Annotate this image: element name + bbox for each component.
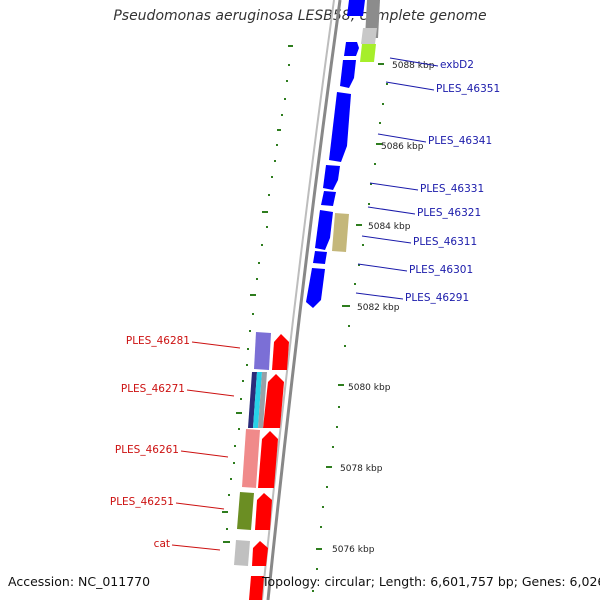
forward-genes bbox=[306, 0, 365, 308]
cog-block-purple bbox=[254, 332, 271, 370]
gene-label-ples-46311[interactable]: PLES_46311 bbox=[413, 236, 477, 248]
forward-gene-labels: exbD2 PLES_46351 PLES_46341 PLES_46331 P… bbox=[405, 59, 500, 304]
kbp-ruler: 5088 kbp 5086 kbp 5084 kbp 5082 kbp 5080… bbox=[332, 61, 435, 555]
gene-feature-top[interactable] bbox=[347, 0, 365, 16]
gene-label-ples-46261[interactable]: PLES_46261 bbox=[115, 444, 179, 456]
outer-dotted-track bbox=[312, 63, 388, 592]
gene-feature-ples-46271[interactable] bbox=[263, 374, 284, 428]
gene-feature-bottom[interactable] bbox=[249, 576, 264, 600]
cog-block-navy bbox=[248, 372, 257, 428]
gene-feature-cat[interactable] bbox=[252, 541, 268, 566]
gene-feature-ples-46351[interactable] bbox=[340, 60, 356, 88]
kbp-label-5088: 5088 kbp bbox=[392, 61, 435, 71]
kbp-label-5080: 5080 kbp bbox=[348, 383, 391, 393]
gene-feature-ples-46321[interactable] bbox=[321, 191, 336, 206]
cog-block-pink bbox=[242, 429, 260, 488]
gene-label-ples-46331[interactable]: PLES_46331 bbox=[420, 183, 484, 195]
gene-feature-ples-46301[interactable] bbox=[313, 251, 327, 264]
gene-label-ples-46251[interactable]: PLES_46251 bbox=[110, 496, 174, 508]
cog-block-cyan bbox=[253, 372, 262, 428]
gene-feature-ples-46341[interactable] bbox=[329, 92, 351, 162]
cog-block-silver bbox=[234, 540, 250, 566]
cog-block-olive bbox=[237, 492, 254, 530]
cog-block-green bbox=[360, 44, 376, 62]
reverse-leader-lines bbox=[171, 341, 241, 551]
backbone-inner bbox=[261, 0, 335, 600]
gene-label-ples-46351[interactable]: PLES_46351 bbox=[436, 83, 500, 95]
gene-label-exbd2[interactable]: exbD2 bbox=[440, 59, 474, 71]
gene-feature-ples-46281[interactable] bbox=[272, 334, 289, 370]
kbp-label-5084: 5084 kbp bbox=[368, 222, 411, 232]
cog-block-light bbox=[361, 28, 377, 44]
gene-label-ples-46281[interactable]: PLES_46281 bbox=[126, 335, 190, 347]
genome-title: Pseudomonas aeruginosa LESB58, complete … bbox=[113, 8, 487, 24]
reverse-gene-labels: PLES_46281 PLES_46271 PLES_46261 PLES_46… bbox=[110, 335, 190, 550]
kbp-label-5078: 5078 kbp bbox=[340, 464, 383, 474]
gene-label-ples-46321[interactable]: PLES_46321 bbox=[417, 207, 481, 219]
gene-label-ples-46341[interactable]: PLES_46341 bbox=[428, 135, 492, 147]
gene-feature-ples-46261[interactable] bbox=[258, 431, 278, 488]
gene-feature-ples-46291[interactable] bbox=[306, 268, 325, 308]
reverse-genes bbox=[249, 334, 289, 600]
cog-block-khaki bbox=[332, 213, 349, 252]
gene-feature-ples-46331[interactable] bbox=[323, 165, 340, 190]
kbp-label-5082: 5082 kbp bbox=[357, 303, 400, 313]
cog-block-grey-mid bbox=[258, 372, 267, 428]
gene-label-ples-46271[interactable]: PLES_46271 bbox=[121, 383, 185, 395]
forward-leader-lines bbox=[355, 57, 439, 300]
accession-text: Accession: NC_011770 bbox=[8, 574, 151, 589]
gene-label-ples-46291[interactable]: PLES_46291 bbox=[405, 292, 469, 304]
inner-dotted-track bbox=[222, 45, 293, 543]
gene-feature-ples-46251[interactable] bbox=[255, 493, 272, 530]
kbp-label-5086: 5086 kbp bbox=[381, 142, 424, 152]
gene-feature-ples-46311[interactable] bbox=[315, 210, 333, 250]
gene-feature-exbd2[interactable] bbox=[344, 42, 359, 56]
kbp-label-5076: 5076 kbp bbox=[332, 545, 375, 555]
backbone-outer bbox=[266, 0, 342, 600]
gene-label-ples-46301[interactable]: PLES_46301 bbox=[409, 264, 473, 276]
gene-label-cat[interactable]: cat bbox=[154, 538, 170, 550]
topology-text: Topology: circular; Length: 6,601,757 bp… bbox=[262, 574, 600, 589]
